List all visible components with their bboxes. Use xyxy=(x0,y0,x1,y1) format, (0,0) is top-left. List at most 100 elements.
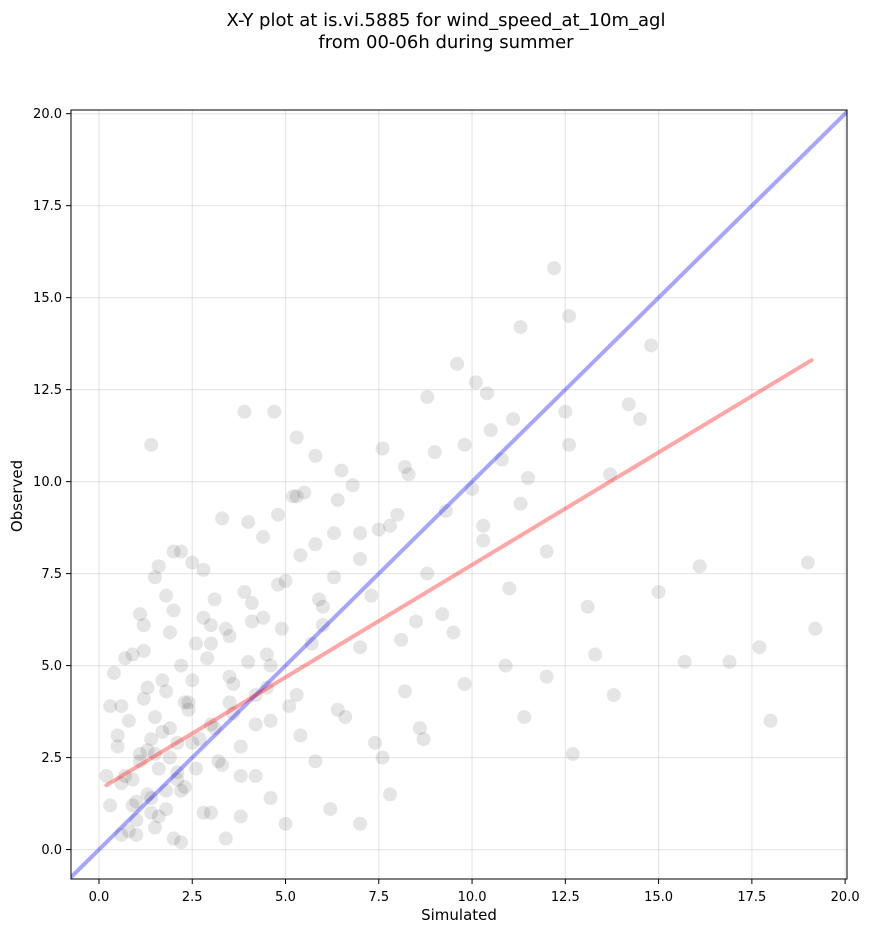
data-point xyxy=(308,448,323,463)
data-point xyxy=(506,412,521,427)
data-point xyxy=(133,746,148,761)
data-point xyxy=(259,680,274,695)
data-point xyxy=(125,647,140,662)
data-point xyxy=(323,802,338,817)
data-point xyxy=(174,835,189,850)
data-point xyxy=(562,309,577,324)
y-tick-label-0: 0.0 xyxy=(41,843,62,858)
data-point xyxy=(244,614,259,629)
x-axis-label: Simulated xyxy=(421,906,497,924)
x-tick-label-0: 0.0 xyxy=(89,890,110,905)
data-point xyxy=(271,507,286,522)
data-point xyxy=(155,673,170,688)
data-point xyxy=(159,588,174,603)
data-point xyxy=(256,529,271,544)
data-point xyxy=(304,636,319,651)
data-point xyxy=(315,599,330,614)
data-point xyxy=(218,621,233,636)
data-point xyxy=(722,654,737,669)
data-point xyxy=(196,805,211,820)
y-axis-ticks: 0.0 2.5 5.0 7.5 10.0 12.5 15.0 17.5 20.0 xyxy=(33,107,71,858)
data-point xyxy=(226,706,241,721)
data-point xyxy=(144,791,159,806)
data-point xyxy=(558,404,573,419)
data-point xyxy=(450,356,465,371)
data-point xyxy=(125,798,140,813)
data-point xyxy=(297,485,312,500)
data-point xyxy=(353,816,368,831)
data-point xyxy=(162,750,177,765)
data-point xyxy=(200,651,215,666)
data-point xyxy=(632,412,647,427)
data-point xyxy=(278,573,293,588)
data-point xyxy=(151,559,166,574)
data-point xyxy=(513,496,528,511)
data-point xyxy=(118,651,133,666)
data-point xyxy=(289,688,304,703)
data-point xyxy=(226,676,241,691)
data-point xyxy=(181,702,196,717)
data-point xyxy=(308,537,323,552)
data-point xyxy=(397,459,412,474)
data-point xyxy=(170,735,185,750)
data-point xyxy=(166,831,181,846)
data-point xyxy=(185,673,200,688)
data-point xyxy=(517,710,532,725)
data-point xyxy=(103,699,118,714)
x-tick-label-1: 2.5 xyxy=(182,890,203,905)
data-point xyxy=(483,423,498,438)
data-point xyxy=(196,562,211,577)
data-point xyxy=(412,721,427,736)
data-point xyxy=(174,783,189,798)
data-point xyxy=(241,515,256,530)
data-point xyxy=(353,526,368,541)
data-point xyxy=(177,780,192,795)
data-point xyxy=(562,437,577,452)
data-point xyxy=(207,721,222,736)
data-point xyxy=(409,614,424,629)
data-point xyxy=(457,437,472,452)
scatter-points xyxy=(99,261,823,850)
data-point xyxy=(267,404,282,419)
data-point xyxy=(147,820,162,835)
data-point xyxy=(603,467,618,482)
reference-lines xyxy=(71,110,847,879)
data-point xyxy=(285,489,300,504)
data-point xyxy=(476,518,491,533)
data-point xyxy=(289,430,304,445)
data-point xyxy=(479,386,494,401)
data-point xyxy=(416,732,431,747)
data-point xyxy=(420,389,435,404)
data-point xyxy=(259,647,274,662)
data-point xyxy=(144,805,159,820)
data-point xyxy=(248,717,263,732)
x-tick-label-4: 10.0 xyxy=(458,890,487,905)
plot-area-frame xyxy=(70,109,848,880)
data-point xyxy=(368,735,383,750)
chart-title-line-1: X-Y plot at is.vi.5885 for wind_speed_at… xyxy=(227,10,666,31)
data-point xyxy=(114,699,129,714)
data-point xyxy=(136,643,151,658)
data-point xyxy=(394,632,409,647)
data-point xyxy=(133,607,148,622)
data-point xyxy=(136,618,151,633)
y-tick-label-8: 20.0 xyxy=(33,107,62,122)
data-point xyxy=(203,636,218,651)
data-point xyxy=(397,684,412,699)
data-point xyxy=(125,772,140,787)
data-point xyxy=(248,688,263,703)
data-point xyxy=(222,695,237,710)
data-point xyxy=(121,713,136,728)
data-point xyxy=(521,470,536,485)
data-point xyxy=(457,676,472,691)
data-point xyxy=(188,761,203,776)
data-point xyxy=(644,338,659,353)
data-point xyxy=(282,699,297,714)
data-point xyxy=(800,555,815,570)
data-point xyxy=(244,596,259,611)
data-point xyxy=(129,827,144,842)
data-point xyxy=(330,702,345,717)
data-point xyxy=(278,816,293,831)
data-point xyxy=(293,728,308,743)
data-point xyxy=(196,610,211,625)
